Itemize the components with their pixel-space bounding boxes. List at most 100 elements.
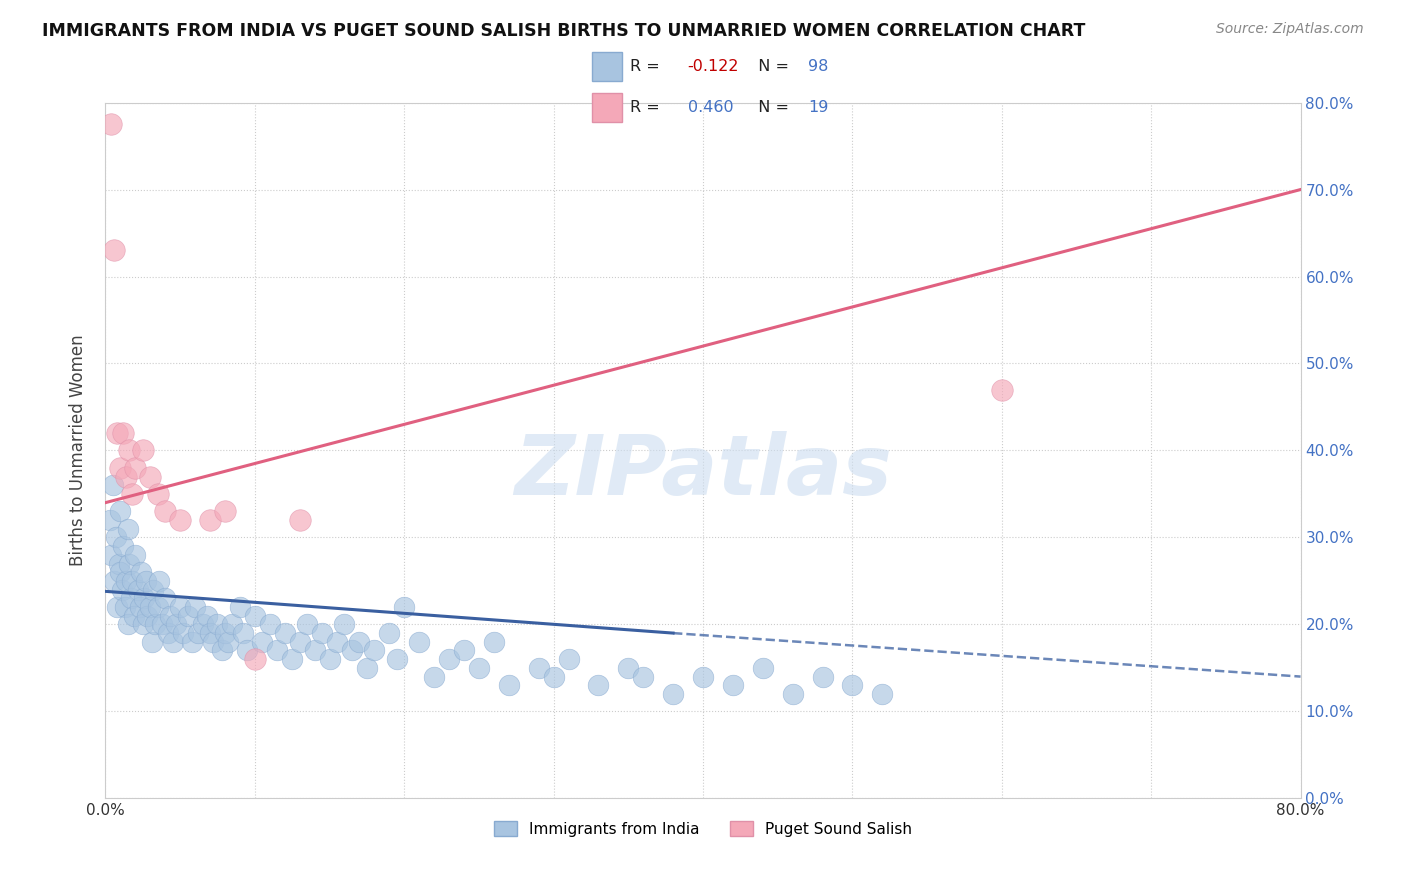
Point <box>378 626 401 640</box>
Point <box>103 244 125 258</box>
Point <box>155 591 177 606</box>
Point <box>184 600 207 615</box>
Point <box>217 635 239 649</box>
Text: IMMIGRANTS FROM INDIA VS PUGET SOUND SALISH BIRTHS TO UNMARRIED WOMEN CORRELATIO: IMMIGRANTS FROM INDIA VS PUGET SOUND SAL… <box>42 22 1085 40</box>
Point <box>229 600 252 615</box>
Point <box>187 626 209 640</box>
Point <box>176 608 198 623</box>
Point <box>990 383 1012 397</box>
Point <box>356 661 378 675</box>
Point <box>146 600 169 615</box>
Point <box>318 652 340 666</box>
Point <box>617 661 640 675</box>
Point <box>349 635 371 649</box>
Point <box>872 687 894 701</box>
Point <box>115 574 138 588</box>
Point <box>112 426 135 441</box>
Point <box>115 469 138 483</box>
Point <box>148 574 170 588</box>
Point <box>118 443 141 458</box>
Point <box>139 469 162 483</box>
Point <box>198 626 221 640</box>
Point <box>252 635 274 649</box>
Legend: Immigrants from India, Puget Sound Salish: Immigrants from India, Puget Sound Salis… <box>488 814 918 843</box>
Point <box>326 635 349 649</box>
Point <box>207 617 229 632</box>
Point <box>437 652 460 666</box>
Point <box>232 626 254 640</box>
Point <box>662 687 685 701</box>
Point <box>221 617 243 632</box>
Point <box>243 652 266 666</box>
Point <box>121 487 143 501</box>
Point <box>527 661 550 675</box>
Point <box>110 460 132 475</box>
Point <box>136 608 159 623</box>
Point <box>423 669 446 683</box>
Point <box>385 652 408 666</box>
Point <box>273 626 295 640</box>
Point <box>692 669 714 683</box>
Point <box>139 600 162 615</box>
Point <box>543 669 565 683</box>
Point <box>129 566 153 580</box>
Text: N =: N = <box>748 100 794 115</box>
Point <box>181 635 204 649</box>
Point <box>202 635 225 649</box>
Point <box>633 669 655 683</box>
Point <box>124 548 146 562</box>
Point <box>101 478 124 492</box>
Point <box>118 557 141 571</box>
Point <box>243 608 266 623</box>
Point <box>266 643 288 657</box>
Point <box>841 678 863 692</box>
Point <box>214 626 236 640</box>
Point <box>104 530 127 544</box>
Point <box>134 591 156 606</box>
Point <box>110 566 132 580</box>
Point <box>288 635 311 649</box>
Point <box>363 643 385 657</box>
FancyBboxPatch shape <box>592 93 621 121</box>
Point <box>468 661 491 675</box>
Point <box>142 582 165 597</box>
Point <box>498 678 520 692</box>
Text: -0.122: -0.122 <box>688 59 740 74</box>
Point <box>281 652 304 666</box>
Point <box>191 617 214 632</box>
Point <box>124 460 146 475</box>
Point <box>100 117 122 131</box>
Text: ZIPatlas: ZIPatlas <box>515 431 891 512</box>
Point <box>557 652 579 666</box>
Point <box>107 600 129 615</box>
Point <box>132 443 155 458</box>
Point <box>146 487 169 501</box>
Point <box>143 617 166 632</box>
Point <box>453 643 475 657</box>
Text: R =: R = <box>630 59 665 74</box>
Point <box>103 574 125 588</box>
Point <box>211 643 233 657</box>
Point <box>159 608 181 623</box>
Point <box>588 678 610 692</box>
Point <box>128 600 150 615</box>
Point <box>721 678 744 692</box>
Point <box>165 617 187 632</box>
Point <box>311 626 333 640</box>
Point <box>111 582 134 597</box>
Point <box>408 635 430 649</box>
Point <box>259 617 281 632</box>
Point <box>120 591 142 606</box>
Point <box>304 643 326 657</box>
Text: N =: N = <box>748 59 794 74</box>
Point <box>172 626 194 640</box>
Point <box>112 539 135 553</box>
FancyBboxPatch shape <box>592 53 621 81</box>
Point <box>135 574 157 588</box>
Point <box>155 504 177 518</box>
Text: 19: 19 <box>808 100 828 115</box>
Point <box>150 617 173 632</box>
Point <box>121 574 143 588</box>
Point <box>110 504 132 518</box>
Point <box>108 557 131 571</box>
